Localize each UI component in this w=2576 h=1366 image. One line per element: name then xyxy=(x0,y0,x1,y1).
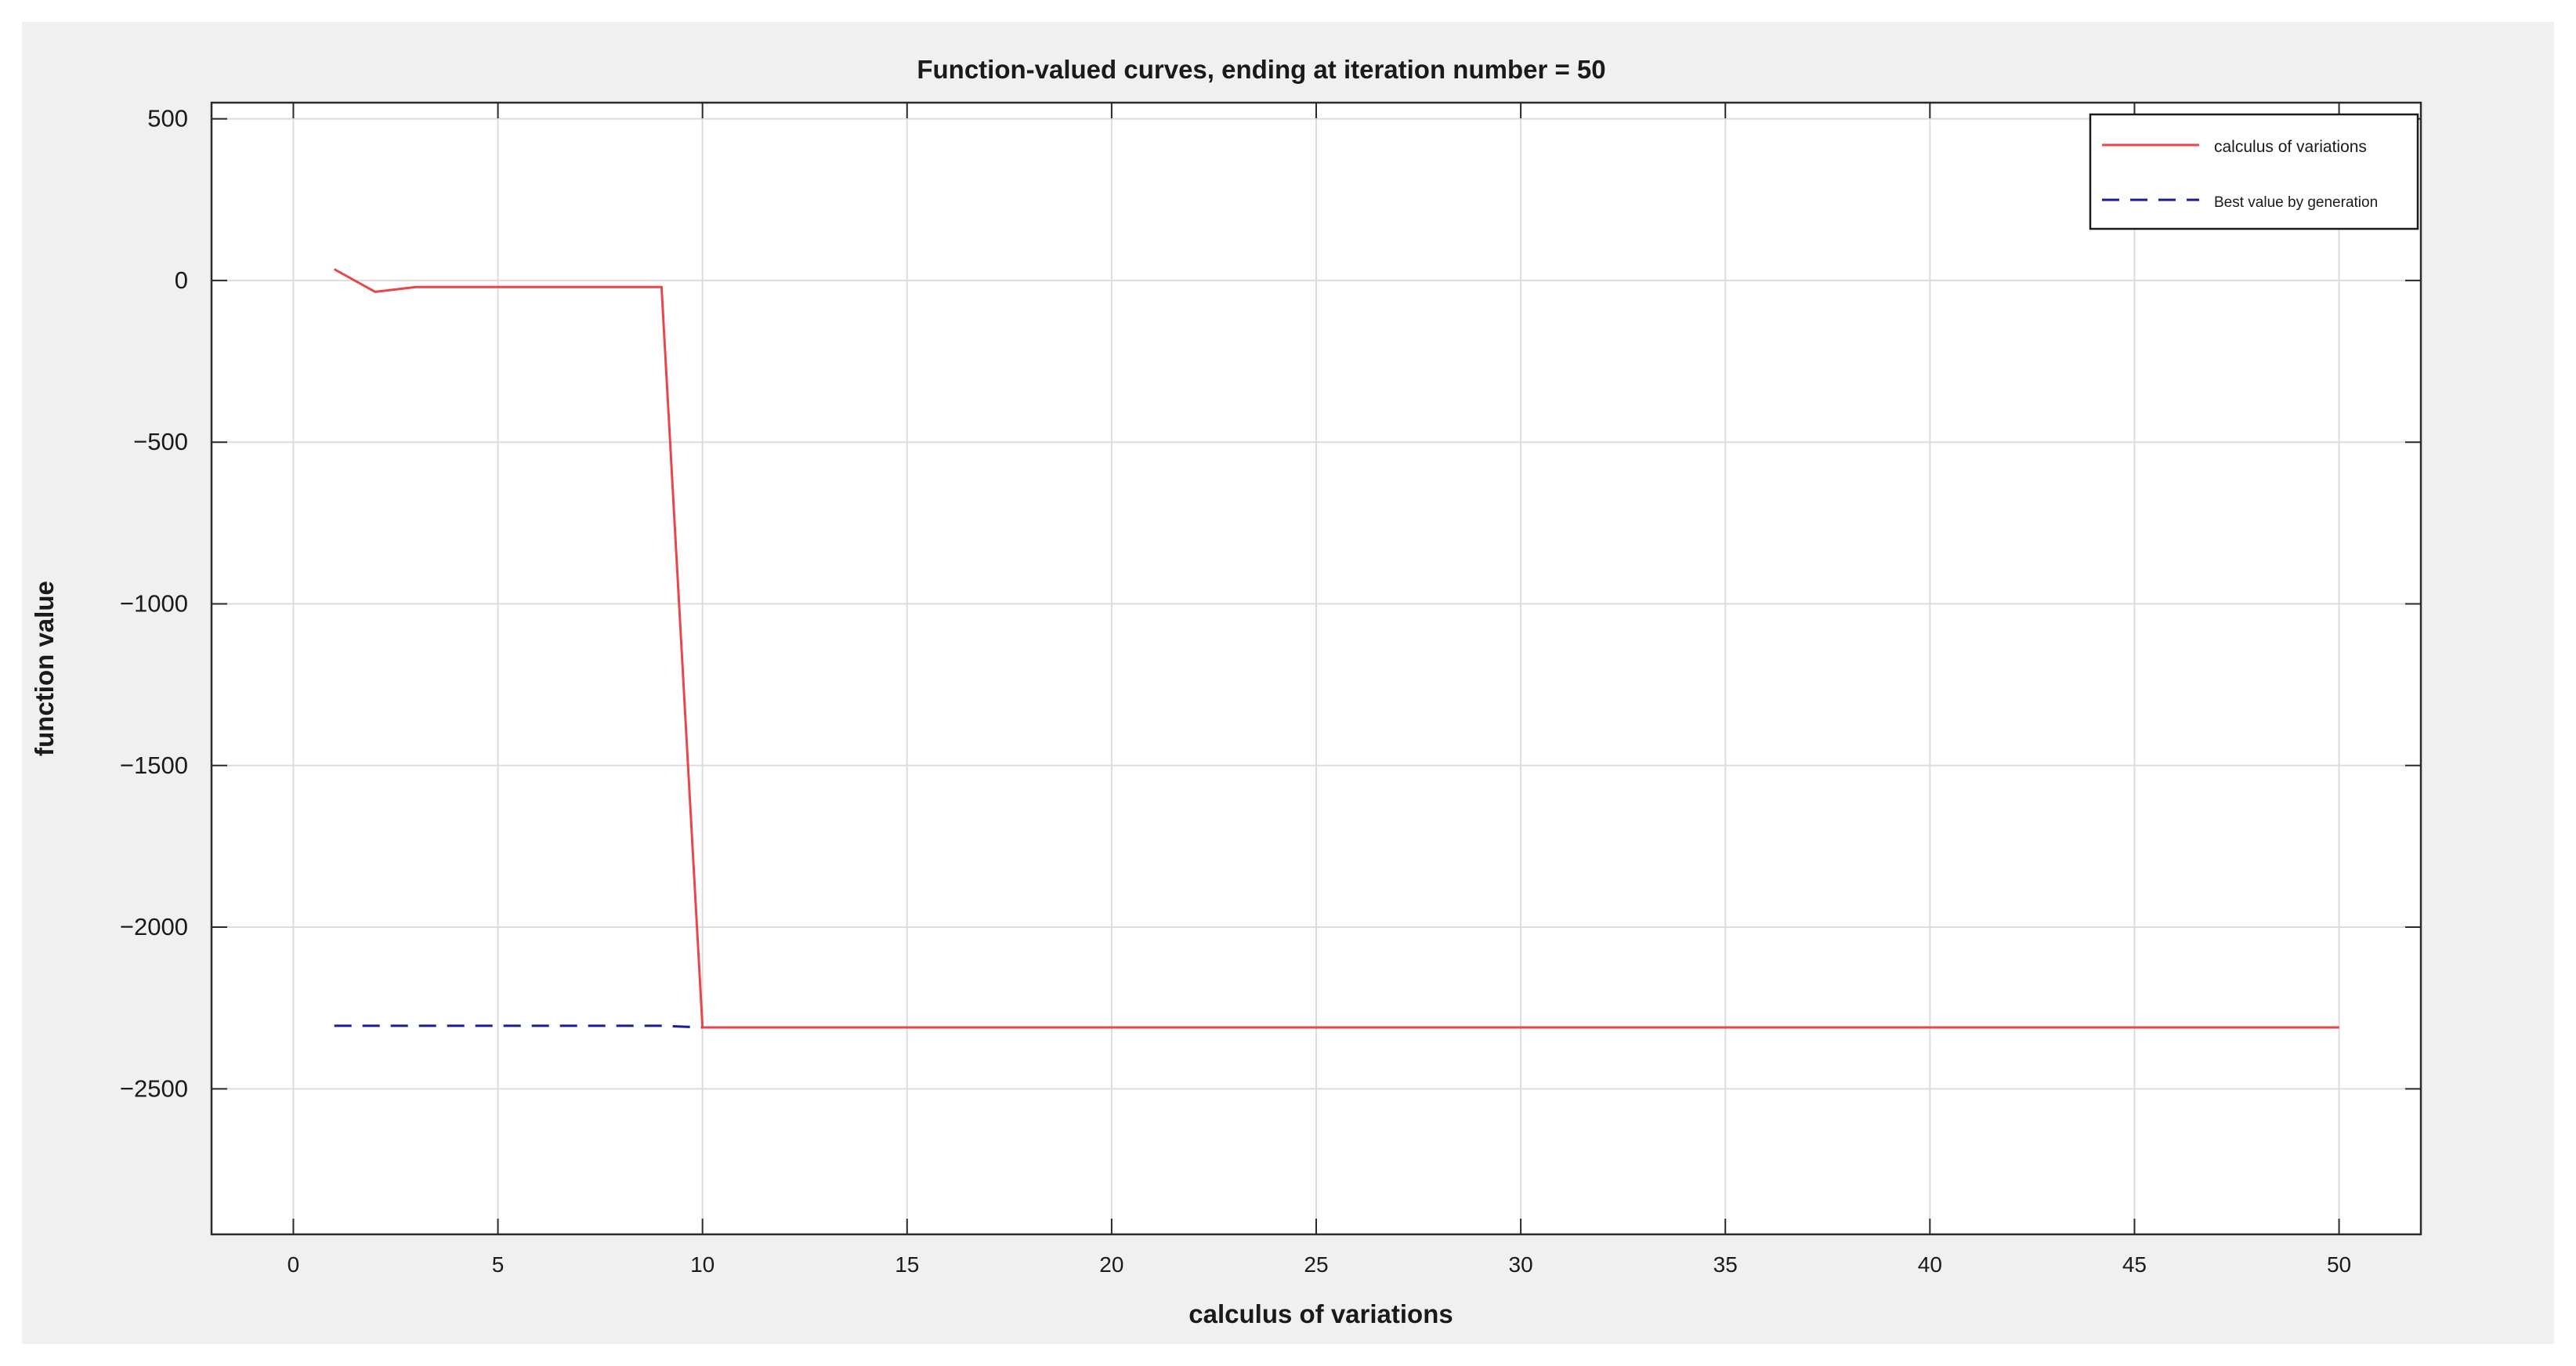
x-tick-label: 50 xyxy=(2327,1252,2351,1277)
x-tick-label: 15 xyxy=(895,1252,919,1277)
grid xyxy=(212,103,2421,1234)
legend-label-calculus-of-variations: calculus of variations xyxy=(2214,138,2367,156)
y-tick-label: −1000 xyxy=(120,589,188,617)
y-tick-label: −2000 xyxy=(120,913,188,940)
legend-label-best-value: Best value by generation xyxy=(2214,194,2378,211)
legend: calculus of variations Best value by gen… xyxy=(2089,113,2419,230)
x-axis-label: calculus of variations xyxy=(1189,1299,1453,1328)
y-tick-label: −2500 xyxy=(120,1074,188,1102)
y-tick-label: −500 xyxy=(133,428,188,455)
x-tick-label: 0 xyxy=(288,1252,300,1277)
y-tick-label: 0 xyxy=(175,266,188,294)
x-tick-label: 45 xyxy=(2122,1252,2147,1277)
y-axis-label: function value xyxy=(30,581,59,756)
series-line-calculus-of-variations xyxy=(333,268,2339,1029)
x-tick-label: 30 xyxy=(1509,1252,1533,1277)
x-tick-label: 10 xyxy=(690,1252,715,1277)
x-tick-label: 5 xyxy=(492,1252,505,1277)
series-lines xyxy=(333,268,2339,1029)
y-tick-label: −1500 xyxy=(120,752,188,779)
x-tick-label: 35 xyxy=(1713,1252,1738,1277)
x-tick-label: 20 xyxy=(1099,1252,1123,1277)
legend-box xyxy=(2089,113,2419,230)
y-tick-label: 500 xyxy=(147,105,188,132)
chart-title: Function-valued curves, ending at iterat… xyxy=(917,55,1605,84)
axis-ticks: 0 5 10 15 20 25 30 35 40 45 50 500 0 −500 −1000 −1500 −2… xyxy=(120,103,2421,1277)
x-tick-label: 40 xyxy=(1918,1252,1942,1277)
x-tick-label: 25 xyxy=(1304,1252,1328,1277)
